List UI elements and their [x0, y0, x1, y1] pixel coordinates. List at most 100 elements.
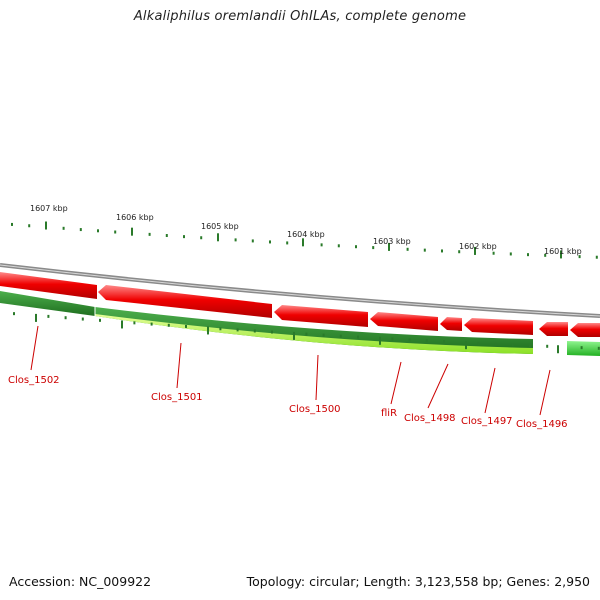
inner-minor-tick [494, 342, 497, 346]
cds-clos-1500 [370, 312, 438, 331]
ruler-minor-tick [355, 245, 357, 249]
accession-text: Accession: NC_009922 [9, 574, 152, 589]
ruler-minor-tick [509, 252, 512, 256]
inner-minor-tick [99, 318, 101, 322]
gc-band-left [0, 291, 95, 316]
gene-label: fliR [381, 408, 397, 419]
cds-clos-1501 [274, 305, 368, 327]
inner-minor-tick [219, 327, 222, 331]
ruler-minor-tick [183, 235, 185, 239]
inner-minor-tick [357, 335, 359, 339]
cds-track [0, 272, 600, 337]
backbone-inner [0, 264, 600, 317]
inner-minor-tick [236, 328, 239, 332]
gene-label: Clos_1500 [289, 404, 341, 415]
ruler-minor-tick [251, 239, 254, 243]
cds-clos-1503 [0, 272, 97, 299]
kbp-ruler [11, 221, 598, 259]
ruler-minor-tick [337, 244, 340, 248]
cds-clos-1497 [539, 322, 568, 336]
ruler-minor-tick [527, 253, 529, 257]
ruler-major-tick [302, 238, 304, 247]
inner-minor-tick [408, 338, 411, 342]
ruler-minor-tick [62, 226, 65, 230]
inner-minor-tick [271, 330, 273, 334]
inner-minor-tick [133, 321, 136, 325]
inner-ticks [13, 312, 600, 354]
ruler-minor-tick [578, 255, 581, 259]
gc-band-middle-light [95, 314, 533, 354]
ruler-label: 1606 kbp [116, 213, 154, 222]
ruler-minor-tick [79, 228, 82, 232]
ruler-label: 1601 kbp [544, 247, 582, 256]
leader-clos-1502 [30, 325, 39, 371]
inner-minor-tick [150, 322, 153, 326]
ruler-label: 1602 kbp [459, 242, 497, 251]
leader-clos-1500 [315, 354, 319, 401]
inner-major-tick [465, 341, 467, 350]
ruler-minor-tick [492, 251, 495, 255]
ruler-minor-tick [544, 253, 547, 257]
ruler-minor-tick [28, 224, 31, 228]
inner-major-tick [207, 326, 209, 335]
inner-minor-tick [511, 343, 514, 347]
inner-minor-tick [322, 333, 325, 337]
ruler-major-tick [560, 250, 562, 259]
inner-minor-tick [13, 312, 15, 316]
ruler-minor-tick [165, 234, 168, 238]
ruler-minor-tick [423, 248, 426, 252]
gc-band-right [567, 341, 600, 356]
map-title: Alkaliphilus oremlandii OhILAs, complete… [133, 9, 467, 24]
ruler-minor-tick [97, 229, 99, 233]
inner-minor-tick [81, 317, 84, 321]
cds-clos-1496 [570, 323, 600, 337]
inner-minor-tick [597, 346, 600, 350]
gene-label: Clos_1498 [404, 413, 456, 424]
ruler-minor-tick [269, 240, 271, 244]
ruler-minor-tick [441, 249, 443, 253]
inner-minor-tick [47, 314, 50, 318]
ruler-minor-tick [320, 243, 323, 247]
ruler-minor-tick [114, 230, 117, 234]
genome-summary-text: Topology: circular; Length: 3,123,558 bp… [246, 574, 590, 589]
inner-minor-tick [546, 344, 549, 348]
leader-flir [390, 361, 402, 405]
ruler-label: 1605 kbp [201, 222, 239, 231]
leader-clos-1497 [484, 367, 496, 414]
inner-major-tick [293, 331, 295, 340]
inner-minor-tick [253, 329, 256, 333]
inner-minor-tick [477, 341, 480, 345]
ruler-label: 1607 kbp [30, 204, 68, 213]
cds-clos-1498 [464, 318, 533, 335]
inner-major-tick [557, 345, 559, 354]
gene-label: Clos_1496 [516, 419, 568, 430]
ruler-major-tick [217, 233, 219, 242]
ruler-minor-tick [406, 247, 409, 251]
gene-label: Clos_1501 [151, 392, 203, 403]
leader-clos-1496 [539, 369, 551, 416]
inner-minor-tick [529, 344, 531, 348]
leader-clos-1501 [176, 342, 182, 389]
ruler-minor-tick [595, 255, 598, 259]
inner-minor-tick [391, 337, 394, 341]
gene-label: Clos_1502 [8, 375, 60, 386]
ruler-minor-tick [372, 246, 375, 250]
ruler-minor-tick [458, 250, 461, 254]
ruler-major-tick [474, 246, 476, 255]
ruler-minor-tick [11, 222, 13, 226]
leader-clos-1498 [427, 363, 449, 409]
inner-major-tick [35, 313, 37, 322]
ruler-minor-tick [148, 232, 151, 236]
inner-minor-tick [425, 339, 428, 343]
gene-label: Clos_1497 [461, 416, 513, 427]
inner-minor-tick [167, 323, 170, 327]
cds-flir [440, 317, 462, 331]
inner-minor-tick [305, 332, 308, 336]
ruler-label: 1604 kbp [287, 230, 325, 239]
inner-minor-tick [339, 334, 342, 338]
ruler-label: 1603 kbp [373, 237, 411, 246]
inner-minor-tick [443, 340, 445, 344]
ruler-minor-tick [286, 241, 289, 245]
inner-minor-tick [580, 346, 583, 350]
